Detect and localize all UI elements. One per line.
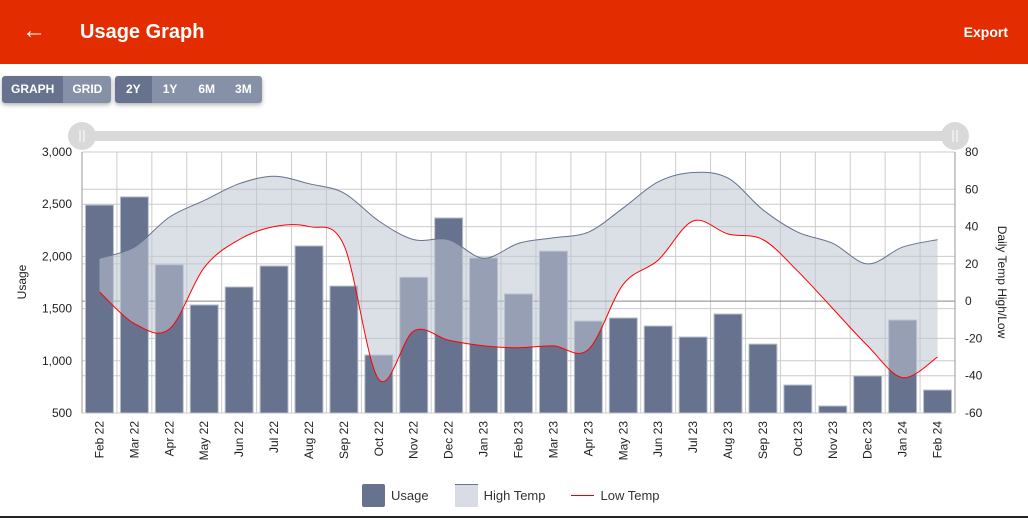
- x-tick-label: Jul 22: [267, 421, 281, 453]
- y2-tick-label: 40: [965, 220, 979, 234]
- x-tick-label: Mar 22: [127, 421, 141, 459]
- x-tick-label: Jul 23: [686, 421, 700, 453]
- usage-bar: [748, 343, 778, 414]
- usage-bar: [224, 286, 254, 414]
- x-tick-label: Nov 22: [407, 421, 421, 459]
- usage-chart: 500 1,000 1,500 2,000 2,500 3,000 -60 -40 -20 0 20…: [15, 122, 1009, 461]
- x-tick-label: Feb 24: [931, 421, 945, 459]
- x-tick-label: Jan 24: [896, 421, 910, 457]
- y2-axis-label: Daily Temp High/Low: [995, 226, 1009, 339]
- legend-usage: Usage: [391, 488, 429, 503]
- usage-bar: [678, 336, 708, 414]
- usage-bar: [329, 285, 359, 414]
- y2-tick-label: 80: [965, 145, 979, 159]
- usage-bar: [189, 304, 219, 414]
- x-tick-label: Dec 22: [442, 421, 456, 459]
- range-6m-button[interactable]: 6M: [188, 76, 226, 103]
- view-toggle: GRAPH GRID: [2, 76, 112, 103]
- usage-bar: [853, 375, 883, 414]
- legend-low-temp: Low Temp: [600, 488, 660, 503]
- legend-high-temp: High Temp: [483, 488, 546, 503]
- x-tick-label: Dec 23: [861, 421, 875, 459]
- back-arrow-icon[interactable]: ←: [22, 17, 46, 44]
- range-toggle: 2Y 1Y 6M 3M: [115, 76, 262, 103]
- usage-bar: [783, 384, 813, 414]
- x-tick-label: Jun 22: [232, 421, 246, 457]
- y-tick-label: 1,000: [42, 354, 72, 368]
- divider: [0, 516, 1028, 518]
- x-tick-label: Sep 22: [337, 421, 351, 459]
- x-tick-label: Jan 23: [477, 421, 491, 457]
- x-tick-label: May 22: [197, 421, 211, 461]
- range-1y-button[interactable]: 1Y: [151, 76, 189, 103]
- usage-bar: [84, 204, 114, 414]
- x-tick-label: Apr 22: [162, 421, 176, 457]
- low-temp-line: [99, 219, 938, 383]
- high-temp-legend-swatch: [454, 484, 478, 507]
- x-tick-label: Apr 23: [581, 421, 595, 457]
- usage-legend-swatch: [362, 484, 385, 507]
- high-temp-line: [99, 171, 938, 265]
- x-tick-label: Nov 23: [826, 421, 840, 459]
- x-tick-label: Sep 23: [756, 421, 770, 459]
- y2-tick-label: 0: [965, 294, 972, 308]
- y2-tick-label: -20: [965, 331, 983, 345]
- y2-tick-label: 60: [965, 182, 979, 196]
- x-tick-label: Aug 23: [721, 421, 735, 459]
- usage-bar: [713, 313, 743, 414]
- x-tick-label: Oct 22: [372, 421, 386, 457]
- page-title: Usage Graph: [80, 21, 205, 43]
- grid-view-button[interactable]: GRID: [63, 76, 112, 103]
- usage-bar: [294, 245, 324, 414]
- x-tick-label: Mar 23: [546, 421, 560, 459]
- usage-bar: [923, 389, 953, 414]
- y-tick-label: 2,500: [42, 197, 72, 211]
- y2-tick-label: -40: [965, 369, 983, 383]
- chart-legend: Usage High Temp Low Temp: [362, 484, 660, 507]
- y2-tick-label: 20: [965, 257, 979, 271]
- x-tick-label: Jun 23: [651, 421, 665, 457]
- y-axis-label: Usage: [15, 264, 29, 299]
- usage-bar: [818, 405, 848, 414]
- x-tick-label: Oct 23: [791, 421, 805, 457]
- export-button[interactable]: Export: [963, 24, 1008, 40]
- graph-view-button[interactable]: GRAPH: [2, 76, 64, 103]
- y-tick-label: 2,000: [42, 249, 72, 263]
- range-slider-track[interactable]: [82, 131, 955, 141]
- range-slider-right-handle[interactable]: [941, 122, 969, 150]
- x-tick-label: Feb 22: [92, 421, 106, 459]
- y-tick-label: 500: [52, 406, 72, 420]
- low-temp-legend-swatch: [571, 495, 595, 496]
- x-tick-label: Aug 22: [302, 421, 316, 459]
- y-tick-label: 1,500: [42, 302, 72, 316]
- usage-bar: [608, 317, 638, 414]
- range-2y-button[interactable]: 2Y: [115, 76, 152, 103]
- usage-bar: [643, 325, 673, 414]
- x-tick-label: Feb 23: [512, 421, 526, 459]
- range-slider-left-handle[interactable]: [68, 122, 96, 150]
- high-temp-area: [99, 172, 938, 382]
- range-3m-button[interactable]: 3M: [225, 76, 262, 103]
- y-tick-label: 3,000: [42, 145, 72, 159]
- x-tick-label: May 23: [616, 421, 630, 461]
- app-header: ← Usage Graph Export: [0, 0, 1028, 64]
- y2-tick-label: -60: [965, 406, 983, 420]
- usage-bar: [259, 265, 289, 414]
